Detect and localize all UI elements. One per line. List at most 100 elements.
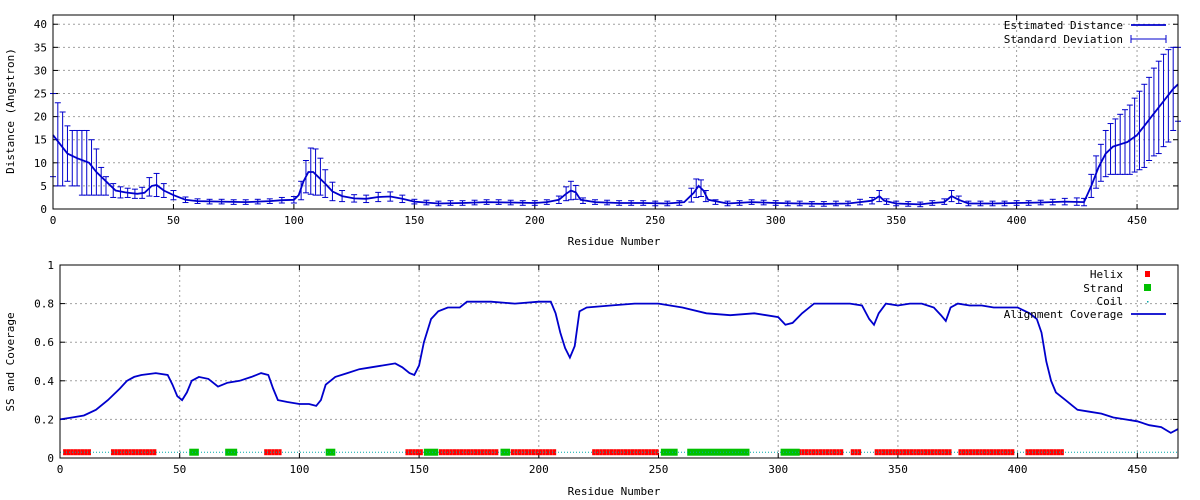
helix-marker [1035, 449, 1040, 456]
helix-marker [114, 449, 118, 456]
helix-marker [452, 449, 457, 456]
y-tick-label: 20 [34, 111, 47, 124]
strand-block [780, 448, 800, 456]
helix-marker [948, 449, 952, 456]
helix-marker [989, 449, 994, 456]
x-tick-label: 200 [529, 463, 549, 476]
alignment-coverage-line [59, 300, 1179, 434]
helix-marker [881, 449, 886, 456]
x-tick-label: 150 [404, 214, 424, 227]
legend-label-standard-deviation: Standard Deviation [1004, 33, 1123, 46]
helix-marker [934, 449, 938, 456]
helix-marker [473, 449, 478, 456]
helix-marker [271, 449, 275, 456]
strand-block [423, 448, 439, 456]
coverage-plot: 0 50 100 150 200 250 300 350 400 450 0 0.2 0.4 0.6 0.8… [4, 259, 1179, 498]
helix-marker [655, 449, 659, 456]
x-tick-label: 450 [1127, 214, 1147, 227]
helix-marker [968, 449, 973, 456]
x-tick-label: 150 [409, 463, 429, 476]
helix-marker [545, 449, 550, 456]
helix-marker [1056, 449, 1061, 456]
helix-marker [1046, 449, 1050, 456]
legend-key-coil [1147, 301, 1149, 303]
helix-marker [1049, 449, 1054, 456]
helix-marker [1032, 449, 1036, 456]
x-tick-label: 450 [1127, 463, 1147, 476]
helix-marker [149, 449, 153, 456]
helix-marker [549, 449, 553, 456]
helix-marker [836, 449, 840, 456]
helix-marker [66, 449, 70, 456]
helix-marker [138, 449, 143, 456]
x-tick-label: 0 [50, 214, 57, 227]
distance-plot-y-axis-label: Distance (Angstron) [4, 48, 17, 174]
helix-marker [449, 449, 453, 456]
y-tick-label: 0.8 [34, 298, 54, 311]
helix-marker [514, 449, 518, 456]
helix-marker [815, 449, 819, 456]
y-tick-label: 30 [34, 64, 47, 77]
helix-marker [552, 449, 557, 456]
x-tick-label: 250 [649, 463, 669, 476]
helix-marker [623, 449, 628, 456]
x-tick-label: 100 [289, 463, 309, 476]
helix-marker [986, 449, 990, 456]
helix-marker [84, 449, 88, 456]
helix-marker [993, 449, 997, 456]
legend-label-alignment-coverage: Alignment Coverage [1004, 308, 1123, 321]
x-tick-label: 100 [284, 214, 304, 227]
helix-marker [264, 449, 268, 456]
helix-marker [944, 449, 949, 456]
helix-marker [972, 449, 976, 456]
helix-marker [644, 449, 649, 456]
helix-marker [648, 449, 652, 456]
distance-plot: 0 50 100 150 200 250 300 350 400 450 0 5 10 15 20 25 30 3… [4, 14, 1181, 248]
helix-marker [1010, 449, 1015, 456]
helix-marker [1025, 449, 1029, 456]
helix-marker [902, 449, 907, 456]
y-tick-label: 0 [40, 203, 47, 216]
y-tick-label: 5 [40, 180, 47, 193]
helix-marker [906, 449, 910, 456]
helix-marker [885, 449, 889, 456]
helix-marker [63, 449, 67, 456]
helix-marker [267, 449, 272, 456]
y-tick-label: 15 [34, 134, 47, 147]
strand-block [687, 448, 750, 456]
plot-frame [52, 14, 1179, 210]
coverage-plot-x-axis-label: Residue Number [568, 485, 661, 498]
helix-marker [152, 449, 157, 456]
helix-marker [1053, 449, 1057, 456]
helix-marker [965, 449, 969, 456]
helix-marker [408, 449, 413, 456]
helix-marker [131, 449, 136, 456]
helix-marker [524, 449, 529, 456]
helix-marker [528, 449, 532, 456]
x-tick-label: 400 [1007, 214, 1027, 227]
helix-marker [531, 449, 536, 456]
helix-marker [613, 449, 617, 456]
x-tick-label: 50 [173, 463, 186, 476]
helix-marker [606, 449, 610, 456]
legend-label-coil: Coil [1097, 295, 1124, 308]
helix-marker [913, 449, 917, 456]
strand-block [189, 448, 199, 456]
y-tick-label: 1 [47, 259, 54, 272]
legend-key-strand [1144, 284, 1151, 291]
y-tick-label: 0.6 [34, 336, 54, 349]
helix-marker [128, 449, 132, 456]
helix-marker [888, 449, 893, 456]
helix-marker [535, 449, 539, 456]
legend-label-estimated-distance: Estimated Distance [1004, 19, 1123, 32]
helix-marker [602, 449, 607, 456]
helix-marker [70, 449, 74, 456]
helix-marker [923, 449, 928, 456]
helix-marker [839, 449, 844, 456]
plot-frame [59, 264, 1179, 459]
helix-marker [456, 449, 460, 456]
standard-deviation-errorbars [50, 46, 1181, 208]
helix-marker [135, 449, 139, 456]
helix-marker [609, 449, 614, 456]
x-tick-label: 0 [57, 463, 64, 476]
